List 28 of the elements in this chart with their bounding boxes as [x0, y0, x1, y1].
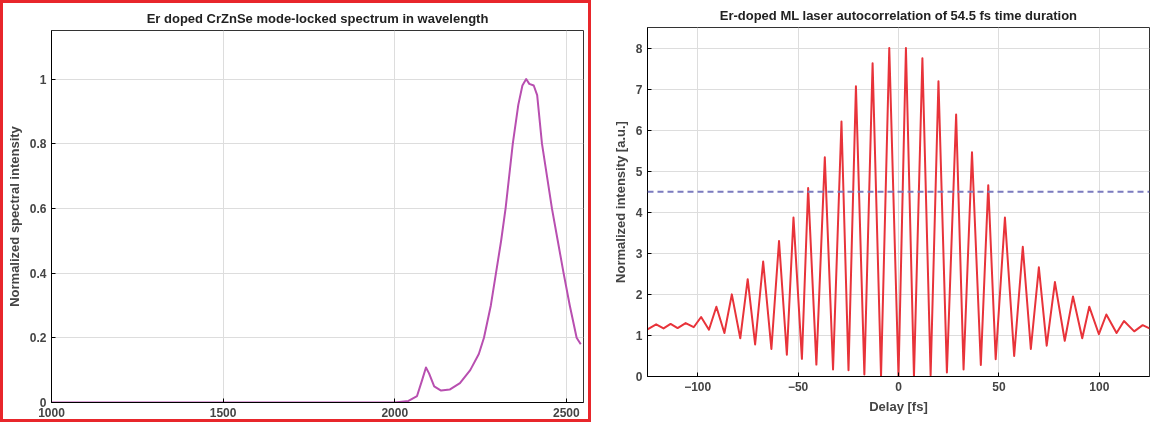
chart-title: Er-doped ML laser autocorrelation of 54.5 fs time duration — [719, 7, 1078, 23]
x-tick-label: 100 — [1089, 379, 1110, 394]
x-tick-label: 2000 — [381, 405, 409, 420]
y-tick-label: 4 — [635, 205, 643, 220]
y-tick-label: 0.8 — [29, 137, 47, 152]
y-tick-label: 0 — [39, 396, 47, 410]
y-tick-label: 0.2 — [29, 331, 47, 346]
y-tick-label: 0.6 — [29, 201, 47, 216]
y-tick-label: 0 — [635, 370, 643, 384]
y-tick-label: 2 — [635, 287, 643, 302]
x-tick-label: −100 — [684, 379, 712, 394]
y-tick-label: 6 — [635, 123, 643, 138]
y-tick-label: 5 — [635, 164, 643, 179]
y-tick-label: 0.4 — [29, 266, 47, 281]
y-tick-label: 3 — [635, 246, 643, 261]
x-tick-label: 0 — [895, 379, 903, 394]
y-tick-label: 8 — [635, 41, 643, 56]
x-tick-label: 2500 — [552, 405, 581, 420]
y-tick-label: 1 — [635, 328, 643, 343]
y-tick-label: 1 — [39, 72, 47, 87]
chart-title: Er doped CrZnSe mode-locked spectrum in wavelength — [146, 10, 489, 26]
y-tick-label: 7 — [635, 82, 643, 97]
x-tick-label: 1500 — [209, 405, 237, 420]
y-axis-title: Normalized intensity [a.u.] — [612, 121, 628, 283]
x-axis-title: Delay [fs] — [869, 398, 928, 414]
x-tick-label: −50 — [787, 379, 809, 394]
y-axis-title: Normalized spectral intensity — [6, 125, 22, 307]
x-tick-label: 50 — [992, 379, 1006, 394]
